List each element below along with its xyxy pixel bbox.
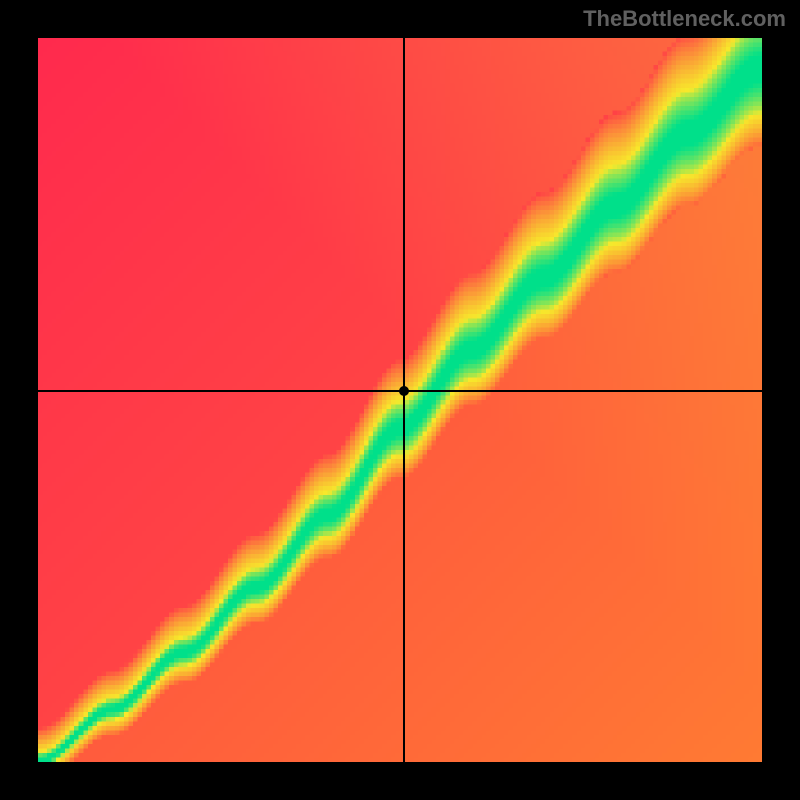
crosshair-vertical — [403, 38, 405, 762]
bottleneck-heatmap-figure: TheBottleneck.com — [0, 0, 800, 800]
watermark-text: TheBottleneck.com — [583, 6, 786, 32]
heatmap-canvas — [38, 38, 762, 762]
selected-point-marker — [399, 386, 409, 396]
